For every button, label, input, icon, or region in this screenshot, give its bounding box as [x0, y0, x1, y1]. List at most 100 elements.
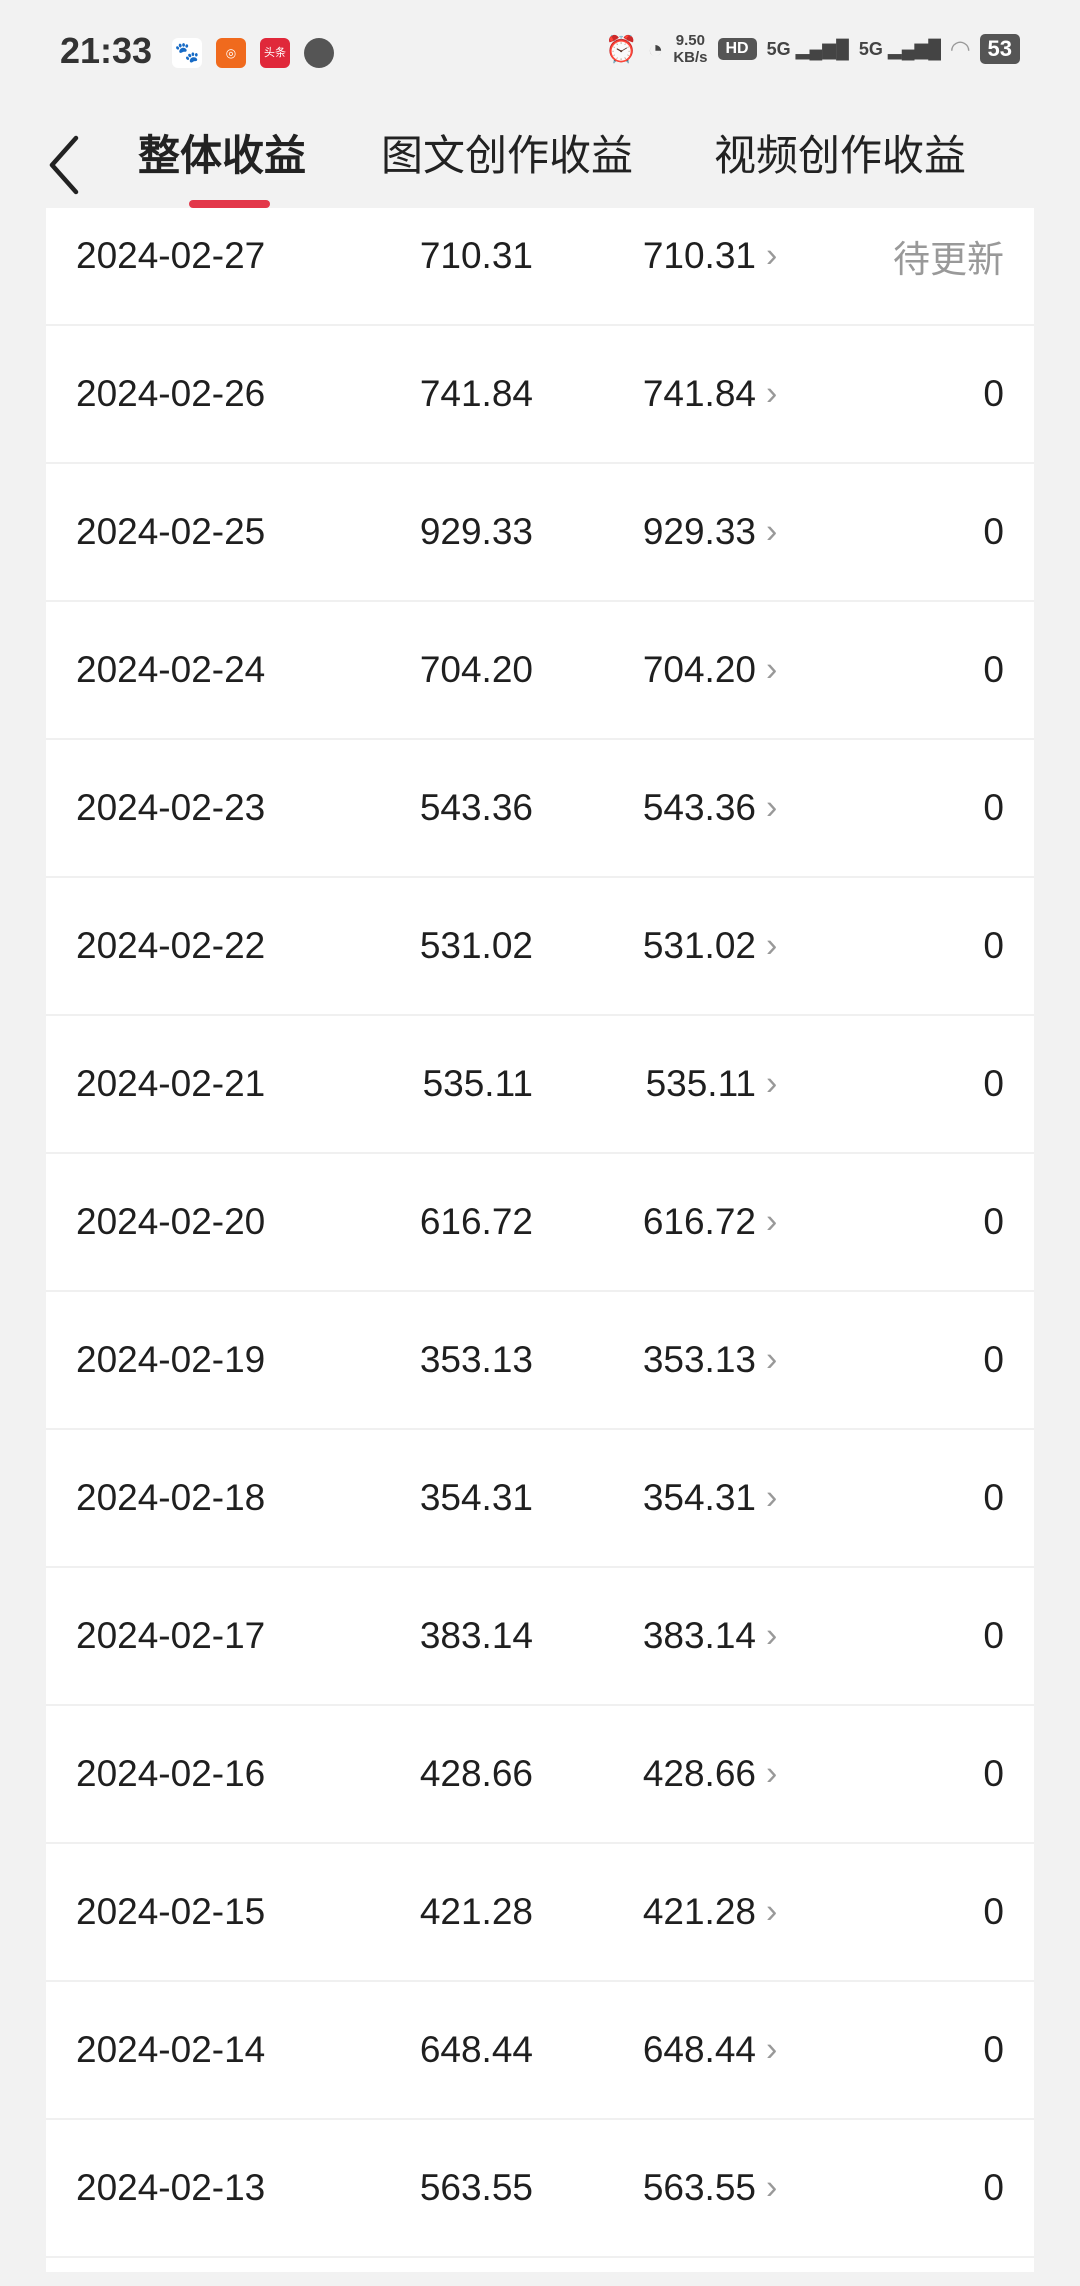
- total-earnings-cell: 353.13: [419, 1339, 533, 1380]
- image-text-earnings-link[interactable]: 929.33: [642, 511, 756, 552]
- tab-image-text-earnings[interactable]: 图文创作收益: [381, 132, 634, 179]
- video-earnings-cell: 0: [983, 649, 1004, 690]
- image-text-earnings-link[interactable]: 535.11: [645, 1063, 756, 1104]
- table-row: 2024-02-22 531.02 531.02 0 ›: [46, 878, 1034, 1016]
- total-earnings-cell: 563.55: [419, 2167, 533, 2208]
- kuaishou-icon: ◎: [216, 38, 246, 68]
- table-row: 2024-02-15 421.28 421.28 0 ›: [46, 1844, 1034, 1982]
- total-earnings-cell: 616.72: [419, 1201, 533, 1242]
- date-cell: 2024-02-24: [76, 649, 266, 690]
- image-text-earnings-link[interactable]: 563.55: [642, 2167, 756, 2208]
- baidu-icon: 🐾: [172, 38, 202, 68]
- image-text-earnings-link[interactable]: 710.31: [642, 235, 756, 276]
- image-text-earnings-link[interactable]: 383.14: [642, 1615, 756, 1656]
- total-earnings-cell: 383.14: [419, 1615, 533, 1656]
- video-earnings-cell: 0: [983, 787, 1004, 828]
- table-row: 2024-02-16 428.66 428.66 0 ›: [46, 1706, 1034, 1844]
- total-earnings-cell: 535.11: [422, 1063, 533, 1104]
- chevron-right-icon[interactable]: ›: [766, 1064, 778, 1103]
- chevron-right-icon[interactable]: ›: [766, 1478, 778, 1517]
- speedometer-icon: ◔: [647, 33, 664, 64]
- toutiao-icon: 头条: [260, 38, 290, 68]
- wifi-icon: ◠: [951, 35, 970, 63]
- message-icon: [304, 38, 334, 68]
- image-text-earnings-link[interactable]: 354.31: [642, 1477, 756, 1518]
- active-tab-indicator: [189, 200, 270, 208]
- table-row: 2024-02-14 648.44 648.44 0 ›: [46, 1982, 1034, 2120]
- chevron-right-icon[interactable]: ›: [766, 1202, 778, 1241]
- tab-video-earnings[interactable]: 视频创作收益: [714, 132, 967, 179]
- hd-icon: HD: [717, 38, 757, 60]
- tab-overall-earnings[interactable]: 整体收益: [138, 132, 307, 179]
- chevron-right-icon[interactable]: ›: [766, 650, 778, 689]
- video-earnings-cell: 0: [983, 511, 1004, 552]
- status-right: ⏰ ◔ 9.50 KB/s HD 5G ▂▄▆█ 5G ▂▄▆█ ◠ 53: [605, 32, 1020, 66]
- chevron-right-icon[interactable]: ›: [766, 1754, 778, 1793]
- chevron-right-icon[interactable]: ›: [766, 236, 778, 275]
- table-row: 2024-02-24 704.20 704.20 0 ›: [46, 602, 1034, 740]
- total-earnings-cell: 741.84: [419, 373, 533, 414]
- image-text-earnings-link[interactable]: 704.20: [642, 649, 756, 690]
- network-speed: 9.50 KB/s: [673, 32, 707, 66]
- table-row: 2024-02-26 741.84 741.84 0 ›: [46, 326, 1034, 464]
- date-cell: 2024-02-27: [76, 235, 266, 276]
- date-cell: 2024-02-19: [76, 1339, 266, 1380]
- total-earnings-cell: 421.28: [419, 1891, 533, 1932]
- date-cell: 2024-02-21: [76, 1063, 266, 1104]
- table-row: 2024-02-27 710.31 710.31 待更新 ›: [46, 208, 1034, 326]
- video-earnings-cell: 0: [983, 2029, 1004, 2070]
- sim1-label: 5G: [766, 38, 791, 59]
- signal-sim2-icon: 5G ▂▄▆█: [858, 38, 942, 59]
- back-icon[interactable]: [44, 130, 94, 200]
- chevron-right-icon[interactable]: ›: [766, 512, 778, 551]
- date-cell: 2024-02-20: [76, 1201, 266, 1242]
- date-cell: 2024-02-13: [76, 2167, 266, 2208]
- chevron-right-icon[interactable]: ›: [766, 374, 778, 413]
- video-earnings-cell: 0: [983, 1753, 1004, 1794]
- date-cell: 2024-02-25: [76, 511, 266, 552]
- date-cell: 2024-02-22: [76, 925, 266, 966]
- date-cell: 2024-02-15: [76, 1891, 266, 1932]
- image-text-earnings-link[interactable]: 531.02: [642, 925, 756, 966]
- video-earnings-cell: 0: [983, 1891, 1004, 1932]
- chevron-right-icon[interactable]: ›: [766, 2168, 778, 2207]
- total-earnings-cell: 531.02: [419, 925, 533, 966]
- chevron-right-icon[interactable]: ›: [766, 2030, 778, 2069]
- video-earnings-cell: 待更新: [893, 239, 1004, 280]
- alarm-icon: ⏰: [605, 33, 638, 64]
- date-cell: 2024-02-17: [76, 1615, 266, 1656]
- speed-value: 9.50: [675, 32, 705, 49]
- image-text-earnings-link[interactable]: 616.72: [642, 1201, 756, 1242]
- image-text-earnings-link[interactable]: 648.44: [642, 2029, 756, 2070]
- table-row: 2024-02-25 929.33 929.33 0 ›: [46, 464, 1034, 602]
- chevron-right-icon[interactable]: ›: [766, 1340, 778, 1379]
- image-text-earnings-link[interactable]: 543.36: [642, 787, 756, 828]
- earnings-list: 2024-02-27 710.31 710.31 待更新 › 2024-02-26 741.…: [46, 208, 1034, 2272]
- table-row: 2024-02-13 563.55 563.55 0 ›: [46, 2120, 1034, 2258]
- date-cell: 2024-02-23: [76, 787, 266, 828]
- image-text-earnings-link[interactable]: 353.13: [642, 1339, 756, 1380]
- image-text-earnings-link[interactable]: 428.66: [642, 1753, 756, 1794]
- table-row: 2024-02-17 383.14 383.14 0 ›: [46, 1568, 1034, 1706]
- image-text-earnings-link[interactable]: 741.84: [642, 373, 756, 414]
- chevron-right-icon[interactable]: ›: [766, 1892, 778, 1931]
- table-row: 2024-02-23 543.36 543.36 0 ›: [46, 740, 1034, 878]
- tab-header: 整体收益 图文创作收益 视频创作收益: [0, 110, 1080, 210]
- sim2-label: 5G: [858, 38, 883, 59]
- date-cell: 2024-02-14: [76, 2029, 266, 2070]
- chevron-right-icon[interactable]: ›: [766, 926, 778, 965]
- video-earnings-cell: 0: [983, 1477, 1004, 1518]
- date-cell: 2024-02-18: [76, 1477, 266, 1518]
- date-cell: 2024-02-16: [76, 1753, 266, 1794]
- table-row: 2024-02-18 354.31 354.31 0 ›: [46, 1430, 1034, 1568]
- chevron-right-icon[interactable]: ›: [766, 788, 778, 827]
- signal-sim1-icon: 5G ▂▄▆█: [766, 38, 849, 59]
- table-row: 2024-02-20 616.72 616.72 0 ›: [46, 1154, 1034, 1292]
- image-text-earnings-link[interactable]: 421.28: [642, 1891, 756, 1932]
- table-row: 2024-02-21 535.11 535.11 0 ›: [46, 1016, 1034, 1154]
- video-earnings-cell: 0: [983, 2167, 1004, 2208]
- video-earnings-cell: 0: [983, 373, 1004, 414]
- total-earnings-cell: 929.33: [419, 511, 533, 552]
- total-earnings-cell: 354.31: [419, 1477, 533, 1518]
- chevron-right-icon[interactable]: ›: [766, 1616, 778, 1655]
